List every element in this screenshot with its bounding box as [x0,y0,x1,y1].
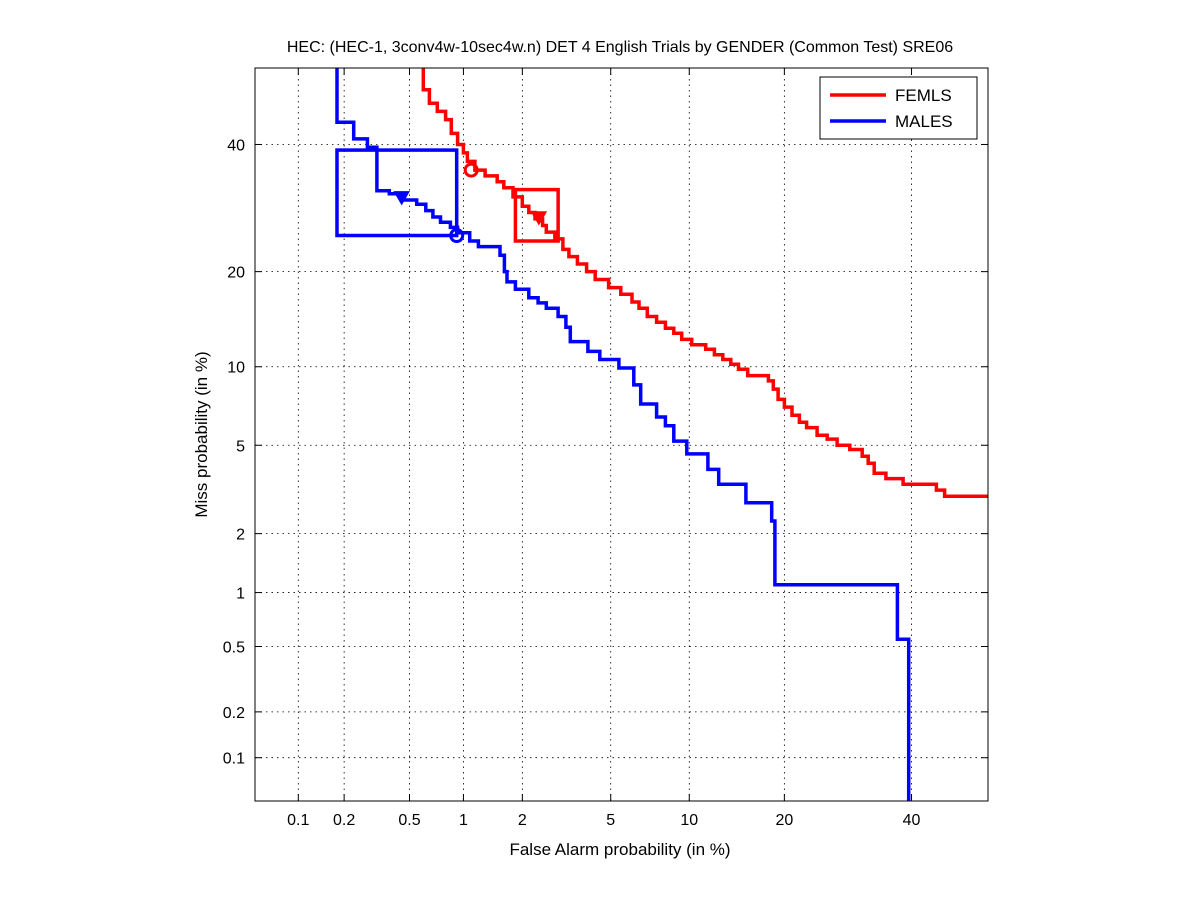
x-tick-labels: 0.1 0.2 0.5 1 2 5 10 20 40 [287,812,920,829]
x-tick-label: 2 [518,812,527,829]
legend: FEMLS MALES [819,76,978,140]
y-tick-label: 0.1 [223,751,245,768]
y-tick-label: 0.2 [223,705,245,722]
x-tick-label: 40 [903,812,921,829]
x-tick-label: 0.5 [398,812,420,829]
males-min-dcf-marker [393,191,410,206]
x-tick-label: 5 [606,812,615,829]
y-tick-label: 20 [227,265,245,282]
femls-confidence-box [513,187,560,243]
y-axis-label: Miss probability (in %) [192,351,211,517]
femls-min-dcf-marker [530,211,548,226]
legend-label-males: MALES [895,112,953,131]
femls-actual-dcf-marker [463,162,479,178]
plot-area-frame [254,67,989,802]
y-tick-label: 40 [227,137,245,154]
x-axis-label: False Alarm probability (in %) [509,840,730,859]
x-tick-label: 0.2 [333,812,355,829]
males-det-curve [335,68,911,801]
x-tick-label: 20 [775,812,793,829]
y-tick-label: 5 [236,438,245,455]
chart-title: HEC: (HEC-1, 3conv4w-10sec4w.n) DET 4 En… [287,39,953,56]
legend-label-femls: FEMLS [895,86,952,105]
y-tick-label: 1 [236,586,245,603]
x-tick-label: 0.1 [287,812,309,829]
x-tick-label: 1 [459,812,468,829]
males-actual-dcf-marker [449,228,465,244]
legend-box [819,76,978,140]
x-tick-label: 10 [680,812,698,829]
y-tick-labels: 0.1 0.2 0.5 1 2 5 10 20 40 [223,137,245,767]
femls-det-curve [421,68,988,499]
y-tick-label: 10 [227,360,245,377]
y-tick-label: 2 [236,527,245,544]
axis-ticks [255,68,988,801]
males-confidence-box [335,148,459,238]
grid-lines [255,68,988,801]
series-layer [335,68,988,801]
y-tick-label: 0.5 [223,640,245,657]
